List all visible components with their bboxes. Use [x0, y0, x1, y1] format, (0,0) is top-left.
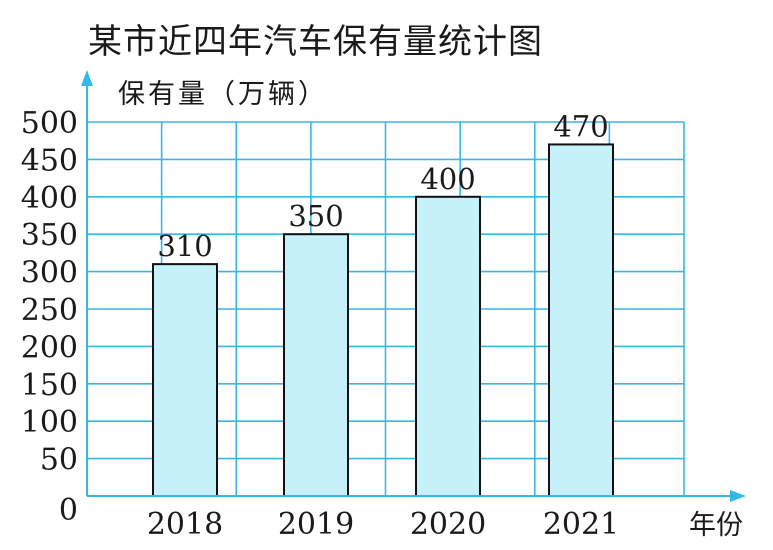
data-label-2020: 400 — [420, 162, 475, 196]
y-tick-label: 150 — [21, 368, 78, 403]
y-tick-label: 100 — [21, 405, 78, 440]
y-axis-arrow — [81, 70, 93, 86]
x-axis-label: 年份 — [689, 510, 743, 541]
x-tick-label-2021: 2021 — [543, 507, 619, 542]
y-tick-label: 0 — [59, 493, 78, 528]
y-tick-label: 400 — [21, 181, 78, 216]
bar-2018 — [152, 263, 218, 497]
x-tick-label-2019: 2019 — [278, 507, 354, 542]
y-tick-label: 350 — [21, 218, 78, 253]
y-tick-label: 450 — [21, 143, 78, 178]
x-tick-label-2018: 2018 — [147, 507, 223, 542]
x-axis-arrow — [730, 490, 746, 502]
data-label-2018: 310 — [157, 229, 212, 263]
y-tick-label: 50 — [40, 443, 78, 478]
y-tick-label: 200 — [21, 330, 78, 365]
y-tick-label: 300 — [21, 256, 78, 291]
chart-title: 某市近四年汽车保有量统计图 — [88, 22, 543, 62]
y-axis-label: 保有量（万辆） — [118, 79, 328, 110]
data-label-2019: 350 — [288, 199, 343, 233]
bar-2020 — [415, 195, 481, 498]
y-tick-label: 500 — [21, 106, 78, 141]
data-label-2021: 470 — [553, 109, 608, 143]
bar-2021 — [548, 143, 614, 497]
y-tick-label: 250 — [21, 293, 78, 328]
bar-2019 — [283, 233, 349, 497]
x-tick-label-2020: 2020 — [410, 507, 486, 542]
